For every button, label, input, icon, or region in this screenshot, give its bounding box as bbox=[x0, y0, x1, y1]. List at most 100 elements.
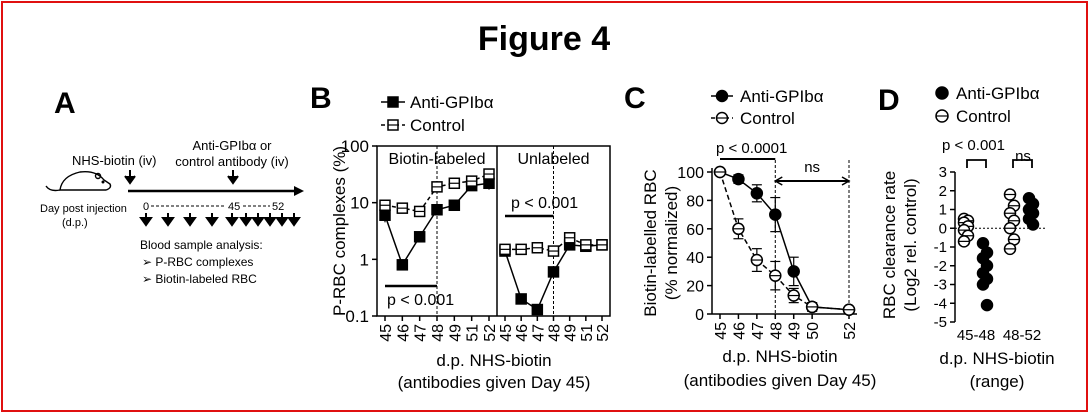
data-point-anti bbox=[976, 278, 990, 291]
x-tick-label: 48-52 bbox=[1003, 327, 1041, 344]
analysis-item-2: ➢ Biotin-labeled RBC bbox=[142, 272, 257, 286]
legend-label-control: Control bbox=[956, 107, 1011, 126]
sample-arrow-icon bbox=[239, 213, 253, 227]
x-tick-label: 49 bbox=[563, 324, 580, 342]
y-tick-label: 20 bbox=[686, 279, 704, 296]
panel-b-xlabel: d.p. NHS-biotin bbox=[436, 351, 551, 370]
x-tick-label: 52 bbox=[842, 322, 859, 340]
y-tick-label: 0.1 bbox=[345, 307, 369, 326]
panel-d-ylabel: RBC clearance rate bbox=[880, 171, 899, 319]
data-point-anti bbox=[547, 266, 560, 278]
x-tick-label: 48 bbox=[768, 322, 785, 340]
sample-arrow-icon bbox=[183, 213, 197, 227]
y-tick-label: 0 bbox=[695, 307, 704, 324]
data-point-anti bbox=[396, 259, 409, 271]
y-tick-label: 100 bbox=[341, 137, 369, 156]
x-tick-label: 52 bbox=[595, 324, 612, 342]
panel-c-xlabel-sub: (antibodies given Day 45) bbox=[684, 371, 877, 390]
tick-0: 0 bbox=[143, 201, 149, 213]
y-tick-label: 3 bbox=[939, 164, 947, 181]
day-label: Day post injection bbox=[40, 203, 127, 215]
y-tick-label: 1 bbox=[360, 250, 369, 269]
panel-c-letter: C bbox=[624, 82, 646, 115]
data-point-anti bbox=[1026, 218, 1040, 231]
y-tick-label: 40 bbox=[686, 250, 704, 267]
sample-arrow-icon bbox=[225, 213, 239, 227]
timeline-arrowhead-icon bbox=[294, 186, 304, 196]
sample-arrow-icon bbox=[275, 213, 289, 227]
x-tick-label: 48 bbox=[547, 324, 564, 342]
annotation-p: p < 0.001 bbox=[942, 137, 1005, 154]
legend-label-control: Control bbox=[740, 109, 795, 128]
tick-52: 52 bbox=[272, 201, 284, 213]
nhs-arrow-icon bbox=[124, 170, 136, 185]
x-tick-label: 52 bbox=[482, 324, 499, 342]
legend-marker-anti bbox=[935, 86, 949, 100]
x-tick-label: 51 bbox=[465, 324, 482, 342]
data-point-anti bbox=[750, 187, 764, 200]
y-tick-label: 80 bbox=[686, 193, 704, 210]
panel-c-xlabel: d.p. NHS-biotin bbox=[722, 347, 837, 366]
x-tick-label: 45 bbox=[378, 324, 395, 342]
x-tick-label: 45 bbox=[498, 324, 515, 342]
x-tick-label: 46 bbox=[731, 322, 748, 340]
x-tick-label: 49 bbox=[787, 322, 804, 340]
y-tick-label: 2 bbox=[939, 183, 947, 200]
arrowhead-icon bbox=[841, 176, 851, 186]
sample-arrow-icon bbox=[263, 213, 277, 227]
legend-marker-anti bbox=[387, 96, 399, 108]
y-tick-label: 1 bbox=[939, 202, 947, 219]
panel-c: 0 20 40 60 80 100 Biotin-labelled RBC (% normal… bbox=[641, 87, 876, 390]
legend-marker-anti bbox=[715, 89, 729, 103]
panel-d-xlabel-sub: (range) bbox=[970, 372, 1025, 391]
series-line bbox=[719, 171, 850, 311]
annotation-ns: ns bbox=[804, 159, 820, 176]
data-point-anti bbox=[787, 265, 800, 278]
figure-title: Figure 4 bbox=[478, 20, 610, 58]
data-point-anti bbox=[769, 208, 782, 221]
analysis-title: Blood sample analysis: bbox=[140, 238, 263, 252]
y-tick-label: -3 bbox=[934, 277, 947, 294]
panel-b-ylabel: P-RBC complexes (%) bbox=[330, 146, 349, 316]
data-point-anti bbox=[431, 203, 443, 216]
data-point-anti bbox=[413, 231, 426, 243]
y-tick-label: 0 bbox=[939, 220, 947, 237]
legend-label-anti: Anti-GPIbα bbox=[956, 84, 1040, 103]
panel-a: A NHS-biotin (iv) Anti-GPIbα or control … bbox=[40, 87, 304, 286]
panel-b-axes-box bbox=[376, 145, 611, 317]
panel-c-ylabel: Biotin-labelled RBC bbox=[641, 169, 660, 316]
y-tick-label: 100 bbox=[677, 165, 704, 182]
x-tick-label: 46 bbox=[395, 324, 412, 342]
panel-d: -5 -4-3 -2 -1 01 2 3 RBC clearance rate (Log2 re… bbox=[880, 84, 1055, 391]
annotation-p: p < 0.001 bbox=[511, 195, 578, 212]
y-tick-label: -4 bbox=[934, 295, 947, 312]
significance-bracket bbox=[1012, 159, 1033, 168]
y-tick-label: -5 bbox=[934, 314, 947, 331]
y-tick-label: -2 bbox=[934, 258, 947, 275]
antibody-arrow-icon bbox=[227, 170, 239, 185]
annotation-p: p < 0.0001 bbox=[716, 140, 787, 157]
data-point-anti bbox=[531, 303, 544, 316]
x-tick-label: 45 bbox=[713, 322, 730, 340]
sample-arrow-icon bbox=[205, 213, 219, 227]
y-tick-label: 10 bbox=[350, 194, 369, 213]
data-point-anti bbox=[515, 293, 527, 305]
x-tick-label: 46 bbox=[514, 324, 531, 342]
legend-label-anti: Anti-GPIbα bbox=[740, 87, 824, 106]
sample-arrow-icon bbox=[251, 213, 265, 227]
significance-bracket bbox=[966, 159, 987, 168]
data-point-anti bbox=[732, 172, 745, 186]
mouse-icon bbox=[45, 170, 112, 192]
x-tick-label: 47 bbox=[750, 322, 767, 340]
y-tick-label: -1 bbox=[934, 239, 947, 256]
panel-d-ylabel-sub: (Log2 rel. control) bbox=[901, 178, 920, 311]
data-point-anti bbox=[379, 209, 391, 221]
subpanel-title: Unlabeled bbox=[517, 151, 589, 168]
sample-arrows bbox=[139, 213, 301, 227]
legend-label-control: Control bbox=[410, 116, 465, 135]
panel-b-letter: B bbox=[310, 82, 332, 115]
panel-b-xlabel-sub: (antibodies given Day 45) bbox=[398, 373, 591, 392]
panel-d-xlabel: d.p. NHS-biotin bbox=[939, 349, 1054, 368]
